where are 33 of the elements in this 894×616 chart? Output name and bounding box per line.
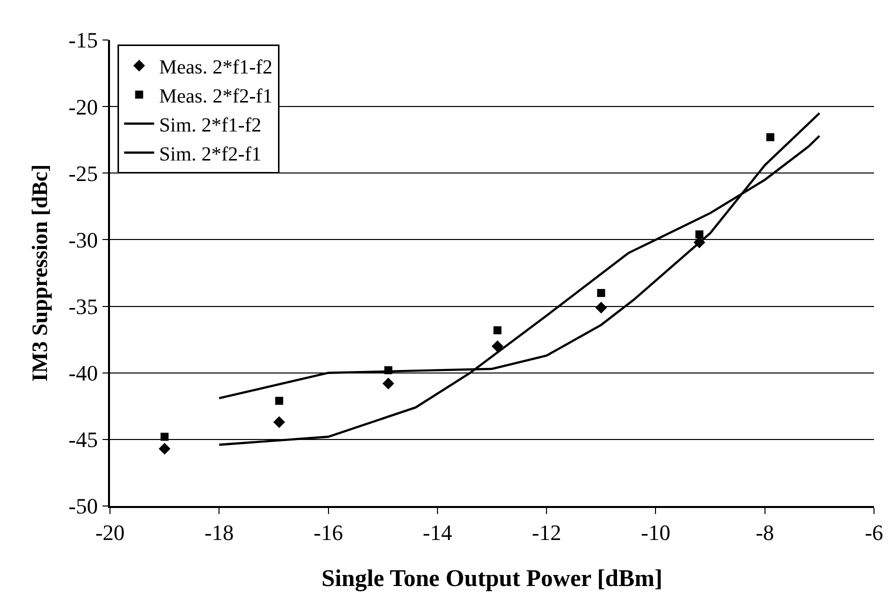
y-tick-label: -45 — [68, 427, 98, 452]
legend-label: Meas. 2*f2-f1 — [159, 85, 272, 108]
x-tick-label: -18 — [204, 520, 234, 546]
point — [766, 133, 774, 142]
legend-label: Sim. 2*f2-f1 — [159, 143, 262, 166]
y-tick-label: -15 — [68, 28, 98, 53]
point — [273, 416, 286, 428]
x-axis-title: Single Tone Output Power [dBm] — [322, 566, 662, 592]
y-tick-label: -40 — [68, 360, 98, 386]
point — [158, 442, 170, 455]
x-tick-label: -10 — [641, 520, 670, 546]
x-tick-label: -8 — [756, 520, 774, 546]
point — [382, 378, 394, 390]
y-tick-label: -25 — [68, 160, 98, 186]
point — [695, 230, 704, 238]
point — [595, 302, 607, 314]
x-tick-label: -14 — [422, 520, 452, 546]
legend-label: Sim. 2*f1-f2 — [159, 114, 262, 136]
y-tick-label: -20 — [68, 94, 98, 120]
x-tick-label: -12 — [532, 520, 562, 546]
legend-label: Meas. 2*f1-f2 — [159, 56, 272, 78]
point — [492, 340, 504, 352]
point — [275, 396, 284, 405]
y-tick-label: -50 — [68, 494, 98, 519]
point — [597, 288, 606, 297]
point — [493, 326, 502, 334]
point — [160, 432, 169, 441]
x-tick-label: -16 — [314, 520, 343, 546]
x-tick-label: -20 — [95, 520, 125, 546]
y-tick-label: -35 — [68, 294, 98, 319]
x-tick-label: -6 — [864, 520, 884, 546]
y-tick-label: -30 — [68, 227, 98, 252]
y-axis-title: IM3 Suppression [dBc] — [26, 164, 52, 382]
